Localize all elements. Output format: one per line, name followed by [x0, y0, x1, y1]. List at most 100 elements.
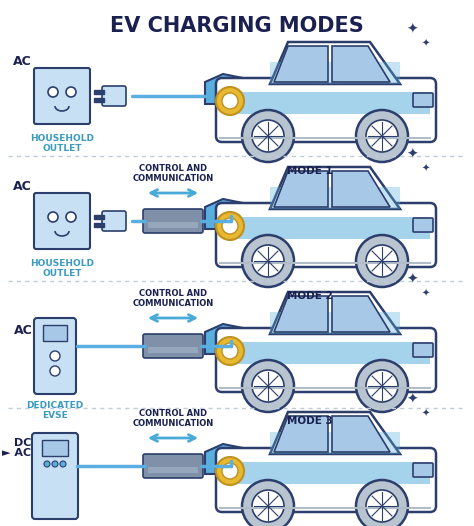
Polygon shape — [270, 292, 400, 334]
Circle shape — [216, 457, 244, 485]
Text: ✦: ✦ — [406, 148, 418, 162]
Circle shape — [52, 461, 58, 467]
Polygon shape — [332, 416, 390, 452]
Circle shape — [356, 110, 408, 162]
Text: ✦: ✦ — [406, 393, 418, 407]
Polygon shape — [274, 296, 328, 332]
Circle shape — [50, 366, 60, 376]
Bar — [222, 92, 430, 114]
Circle shape — [356, 360, 408, 412]
Circle shape — [366, 370, 398, 402]
FancyBboxPatch shape — [34, 318, 76, 394]
FancyBboxPatch shape — [242, 206, 258, 220]
Text: AC: AC — [13, 180, 32, 193]
Circle shape — [366, 120, 398, 152]
FancyBboxPatch shape — [143, 454, 203, 478]
Circle shape — [242, 480, 294, 526]
Circle shape — [366, 490, 398, 522]
Bar — [42, 440, 68, 456]
Bar — [207, 86, 223, 100]
Text: CONTROL AND
COMMUNICATION: CONTROL AND COMMUNICATION — [132, 409, 214, 428]
Text: ✦: ✦ — [422, 164, 430, 174]
Polygon shape — [270, 167, 400, 209]
Bar — [148, 222, 198, 228]
Bar — [270, 187, 400, 209]
FancyBboxPatch shape — [32, 433, 78, 519]
Text: HOUSEHOLD
OUTLET: HOUSEHOLD OUTLET — [30, 259, 94, 278]
Circle shape — [356, 235, 408, 287]
Polygon shape — [205, 444, 243, 474]
FancyBboxPatch shape — [143, 334, 203, 358]
Circle shape — [222, 218, 238, 234]
Bar — [222, 462, 430, 484]
Circle shape — [222, 343, 238, 359]
Text: CONTROL AND
COMMUNICATION: CONTROL AND COMMUNICATION — [132, 164, 214, 183]
Polygon shape — [270, 412, 400, 454]
Bar — [270, 62, 400, 84]
FancyBboxPatch shape — [413, 93, 433, 107]
Circle shape — [242, 235, 294, 287]
Circle shape — [222, 463, 238, 479]
Circle shape — [48, 87, 58, 97]
FancyBboxPatch shape — [225, 461, 239, 473]
Bar — [94, 223, 104, 227]
Bar — [94, 98, 104, 102]
FancyBboxPatch shape — [216, 448, 436, 512]
FancyBboxPatch shape — [242, 451, 258, 465]
Text: ✦: ✦ — [422, 39, 430, 49]
FancyBboxPatch shape — [225, 341, 239, 353]
FancyBboxPatch shape — [413, 218, 433, 232]
FancyBboxPatch shape — [216, 78, 436, 142]
Circle shape — [356, 480, 408, 526]
FancyBboxPatch shape — [413, 463, 433, 477]
Polygon shape — [332, 171, 390, 207]
Text: DEDICATED
EVSE: DEDICATED EVSE — [27, 401, 83, 420]
Text: MODE 2: MODE 2 — [287, 291, 333, 301]
Circle shape — [44, 461, 50, 467]
FancyBboxPatch shape — [143, 209, 203, 233]
FancyBboxPatch shape — [34, 193, 90, 249]
FancyBboxPatch shape — [242, 81, 258, 95]
Polygon shape — [274, 171, 328, 207]
FancyBboxPatch shape — [242, 331, 258, 345]
Polygon shape — [274, 416, 328, 452]
Text: MODE 1: MODE 1 — [287, 166, 333, 176]
Polygon shape — [205, 199, 243, 229]
Text: CONTROL AND
COMMUNICATION: CONTROL AND COMMUNICATION — [132, 289, 214, 308]
Bar — [207, 211, 223, 225]
Bar — [222, 342, 430, 364]
Circle shape — [66, 212, 76, 222]
Text: AC: AC — [14, 325, 33, 338]
Polygon shape — [270, 42, 400, 84]
FancyBboxPatch shape — [102, 211, 126, 231]
FancyBboxPatch shape — [34, 68, 90, 124]
Circle shape — [242, 110, 294, 162]
FancyBboxPatch shape — [225, 216, 239, 228]
Text: ✦: ✦ — [406, 273, 418, 287]
Circle shape — [252, 245, 284, 277]
FancyBboxPatch shape — [102, 86, 126, 106]
Bar — [148, 467, 198, 473]
FancyBboxPatch shape — [216, 328, 436, 392]
FancyBboxPatch shape — [413, 343, 433, 357]
Circle shape — [222, 93, 238, 109]
Circle shape — [366, 245, 398, 277]
Text: ✦: ✦ — [406, 23, 418, 37]
Circle shape — [60, 461, 66, 467]
Bar — [207, 456, 223, 470]
Text: ► AC: ► AC — [2, 448, 31, 458]
Bar — [222, 217, 430, 239]
Circle shape — [48, 212, 58, 222]
Polygon shape — [205, 74, 243, 104]
Bar — [207, 336, 223, 350]
Text: HOUSEHOLD
OUTLET: HOUSEHOLD OUTLET — [30, 134, 94, 154]
Circle shape — [216, 337, 244, 365]
Bar — [148, 347, 198, 353]
Circle shape — [50, 351, 60, 361]
Bar — [94, 215, 104, 219]
Circle shape — [252, 120, 284, 152]
Circle shape — [252, 370, 284, 402]
FancyBboxPatch shape — [216, 203, 436, 267]
Circle shape — [66, 87, 76, 97]
Polygon shape — [332, 46, 390, 82]
